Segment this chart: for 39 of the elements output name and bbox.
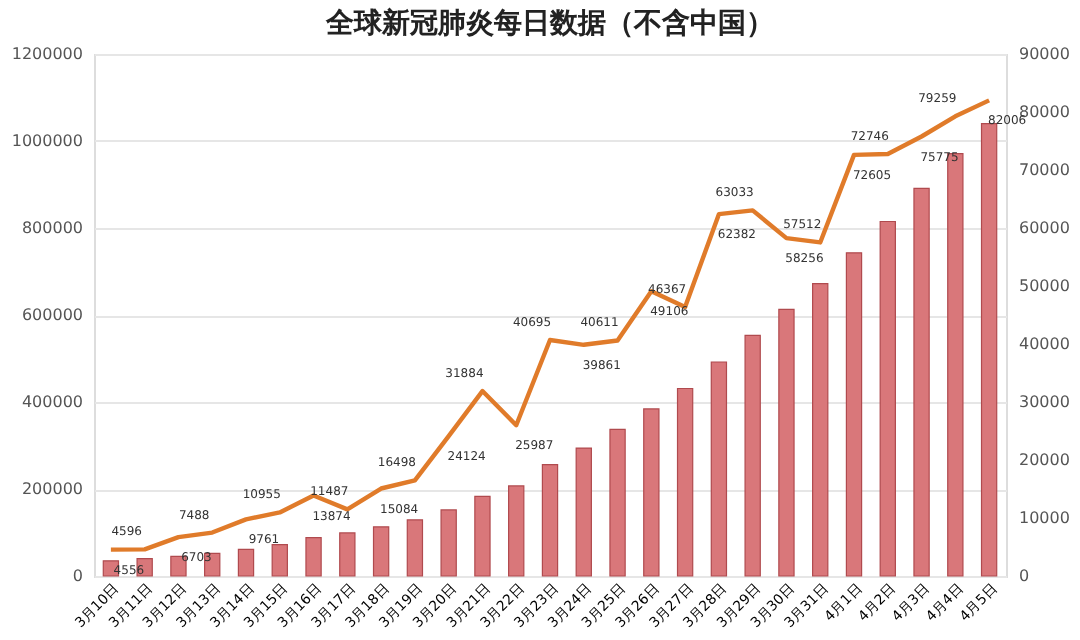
bar [305, 537, 322, 577]
y-tick-label: 0 [72, 567, 83, 585]
bar [676, 387, 694, 577]
bar [643, 408, 660, 577]
y-tick-label: 800000 [21, 219, 83, 237]
bar [237, 548, 255, 577]
bar [913, 187, 930, 577]
bar [778, 308, 795, 577]
bar [812, 283, 829, 577]
bar [406, 519, 424, 577]
y-tick-label: 1000000 [11, 132, 83, 150]
bar [609, 428, 626, 577]
bar [575, 447, 592, 577]
bar [541, 464, 559, 577]
y2-tick-label: 20000 [1019, 451, 1070, 469]
bar [474, 495, 491, 577]
y2-tick-label: 0 [1019, 567, 1030, 585]
y2-tick-label: 70000 [1019, 161, 1070, 179]
bar [980, 123, 998, 577]
y-tick-label: 600000 [21, 306, 83, 324]
y-tick-label: 400000 [21, 393, 83, 411]
bar [879, 220, 896, 577]
y2-tick-label: 40000 [1019, 335, 1070, 353]
bar [440, 509, 457, 577]
bar [339, 532, 356, 577]
y-tick-label: 1200000 [11, 45, 83, 63]
bar [271, 544, 288, 577]
bar [744, 334, 761, 577]
y2-tick-label: 50000 [1019, 277, 1070, 295]
y2-tick-label: 10000 [1019, 509, 1070, 527]
y2-tick-label: 30000 [1019, 393, 1070, 411]
y2-tick-label: 60000 [1019, 219, 1070, 237]
bar [845, 252, 863, 577]
y-tick-label: 200000 [21, 480, 83, 498]
bar [508, 485, 525, 577]
chart-title: 全球新冠肺炎每日数据（不含中国） [324, 6, 774, 40]
bar [372, 526, 390, 577]
y2-tick-label: 90000 [1019, 45, 1070, 63]
bar [710, 361, 728, 577]
